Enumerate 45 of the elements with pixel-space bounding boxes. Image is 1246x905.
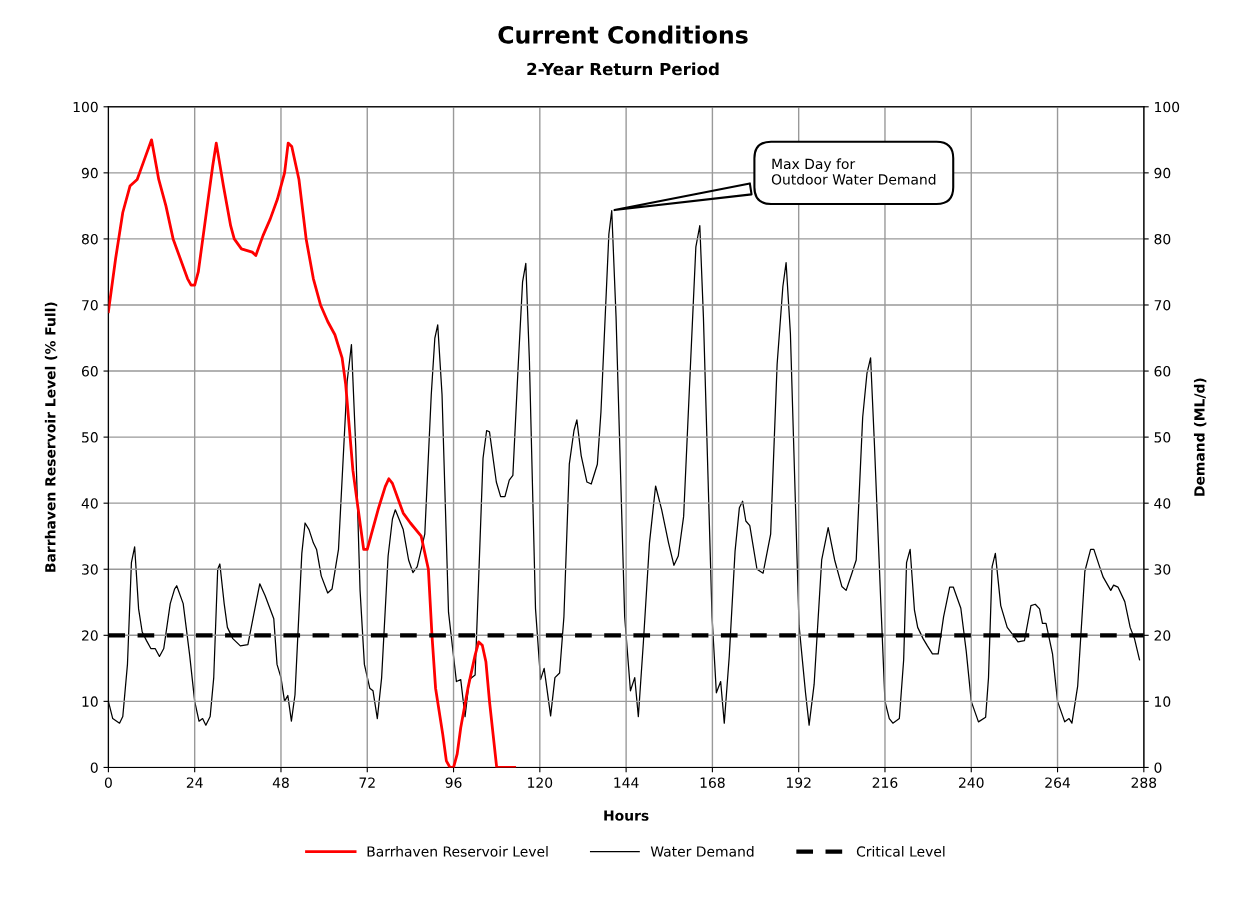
y2-tick-label: 60 xyxy=(1154,366,1171,377)
x-tick-label: 72 xyxy=(359,777,375,788)
y-tick-label: 60 xyxy=(81,366,98,377)
x-tick-label: 144 xyxy=(614,777,639,788)
legend-label: Water Demand xyxy=(650,846,754,857)
x-tick-label: 0 xyxy=(104,777,112,788)
y2-tick-label: 40 xyxy=(1154,498,1171,509)
y2-tick-label: 30 xyxy=(1154,564,1171,575)
x-tick-label: 216 xyxy=(872,777,898,788)
y-tick-label: 100 xyxy=(73,101,98,113)
y2-axis-title: Demand (ML/d) xyxy=(1193,378,1207,496)
y-tick-label: 20 xyxy=(82,630,98,641)
y-tick-label: 30 xyxy=(82,564,98,575)
x-tick-label: 96 xyxy=(445,777,462,788)
y-tick-label: 10 xyxy=(82,696,98,707)
y-axis-title: Barrhaven Reservoir Level (% Full) xyxy=(44,302,58,572)
x-tick-label: 24 xyxy=(186,777,203,788)
y-tick-label: 50 xyxy=(82,432,98,443)
y2-tick-label: 90 xyxy=(1154,167,1171,179)
y2-tick-label: 80 xyxy=(1154,233,1171,245)
x-tick-label: 240 xyxy=(959,777,984,788)
x-tick-label: 120 xyxy=(528,777,553,788)
legend-label: Barrhaven Reservoir Level xyxy=(367,846,548,857)
x-axis-title: Hours xyxy=(604,810,649,821)
y2-tick-label: 100 xyxy=(1155,101,1180,113)
y2-tick-label: 0 xyxy=(1154,762,1162,773)
chart-subtitle: 2-Year Return Period xyxy=(527,62,719,76)
annotation: Max Day for Outdoor Water Demand xyxy=(771,158,936,185)
x-tick-label: 264 xyxy=(1045,777,1071,788)
x-tick-label: 288 xyxy=(1131,777,1157,788)
x-tick-label: 192 xyxy=(786,777,811,788)
y-tick-label: 40 xyxy=(81,498,98,509)
y2-tick-label: 20 xyxy=(1154,630,1171,641)
y-tick-label: 0 xyxy=(90,762,98,773)
y2-tick-label: 50 xyxy=(1154,432,1171,443)
y2-tick-label: 70 xyxy=(1154,299,1171,311)
y-tick-label: 80 xyxy=(81,233,98,245)
line-series xyxy=(108,138,517,768)
y-tick-label: 70 xyxy=(82,299,98,311)
legend-label: Critical Level xyxy=(856,846,945,857)
y2-tick-label: 10 xyxy=(1155,696,1171,707)
x-tick-label: 168 xyxy=(700,777,725,788)
x-tick-label: 48 xyxy=(272,777,289,788)
chart-title: Current Conditions xyxy=(498,25,748,44)
y-tick-label: 90 xyxy=(81,167,98,179)
